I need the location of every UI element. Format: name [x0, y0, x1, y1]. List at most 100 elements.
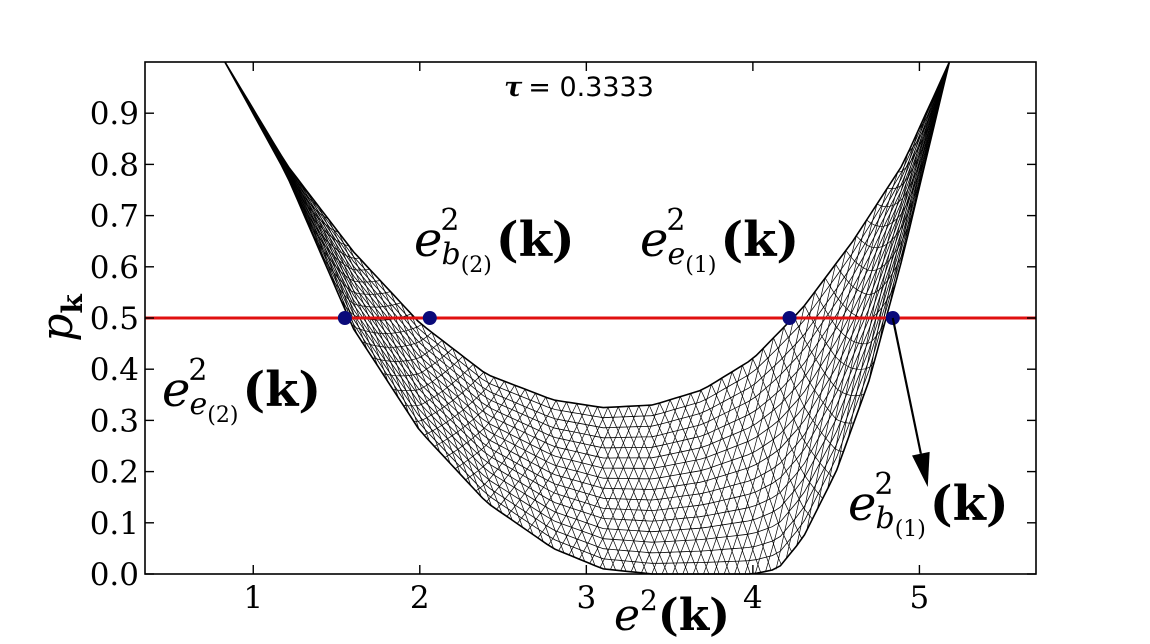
mesh-line: [423, 377, 495, 436]
mesh-line: [659, 402, 730, 575]
mesh-line: [506, 403, 578, 517]
mesh-line: [247, 104, 319, 206]
mesh-line: [806, 204, 878, 530]
mesh-line: [566, 401, 637, 573]
mesh-line: [734, 305, 805, 575]
x-tick-label: 2: [410, 580, 430, 616]
mesh-line: [278, 161, 350, 247]
mesh-line: [361, 332, 433, 348]
annotation-arrow-shaft: [891, 317, 922, 454]
mesh-line: [827, 172, 899, 489]
mesh-line: [535, 393, 606, 570]
mesh-line: [224, 61, 950, 480]
mesh-line: [835, 244, 906, 296]
mesh-line: [328, 218, 399, 398]
mesh-line: [700, 390, 772, 571]
mesh-line: [379, 280, 451, 464]
mesh-line: [775, 250, 847, 570]
mesh-line: [258, 123, 329, 220]
mesh-line: [224, 61, 950, 490]
mesh-line: [845, 201, 917, 272]
mesh-line: [651, 378, 723, 575]
mesh-line: [351, 324, 422, 334]
mesh-line: [628, 406, 699, 575]
mesh-line: [472, 364, 544, 542]
mesh-line: [452, 348, 523, 528]
mesh-line: [858, 107, 930, 410]
mesh-line: [475, 396, 547, 492]
mesh-line: [814, 291, 886, 345]
y-tick-label: 0.4: [90, 352, 139, 388]
mesh-line: [444, 385, 515, 458]
mesh-line: [930, 64, 950, 138]
mesh-line: [524, 389, 596, 566]
mesh-line: [548, 406, 619, 546]
y-tick-label: 0.9: [90, 96, 139, 132]
mesh-line: [599, 399, 671, 568]
mesh-line: [752, 358, 823, 499]
mesh-line: [793, 316, 865, 397]
mesh-line: [359, 258, 430, 442]
mesh-line: [837, 152, 909, 467]
mesh-line: [493, 377, 565, 554]
mesh-line: [742, 365, 813, 520]
mesh-line: [796, 219, 867, 546]
mesh-line: [672, 365, 743, 575]
annotation-arrow-head: [912, 451, 930, 487]
mesh-line: [224, 61, 950, 543]
mesh-line: [765, 264, 836, 572]
mesh-line: [630, 390, 702, 572]
mesh-line: [545, 396, 617, 571]
mesh-line: [224, 61, 950, 429]
mesh-line: [638, 405, 710, 575]
mesh-line: [648, 405, 720, 575]
y-tick-label: 0.0: [90, 557, 139, 593]
mesh-line: [462, 356, 534, 535]
mesh-line: [286, 164, 358, 335]
y-tick-label: 0.2: [90, 455, 139, 491]
mesh-line: [610, 396, 681, 570]
mesh-line: [224, 61, 950, 439]
mesh-line: [527, 406, 598, 532]
mesh-line: [431, 332, 503, 514]
mesh-line: [224, 61, 950, 469]
mesh-line: [669, 399, 741, 575]
mesh-line: [320, 252, 391, 295]
x-tick-label: 1: [243, 580, 263, 616]
mesh-line: [441, 340, 513, 521]
mesh-line: [690, 393, 761, 573]
mesh-line: [224, 61, 950, 533]
mesh-line: [410, 313, 482, 497]
label-e-b1: e2 b(1)(k): [848, 467, 1009, 542]
mesh-line: [889, 68, 947, 305]
mesh-line: [382, 348, 453, 377]
mesh-line: [721, 377, 793, 553]
mesh-line: [773, 337, 844, 452]
mesh-line: [703, 337, 774, 575]
mesh-line: [879, 61, 950, 343]
mesh-line: [578, 405, 650, 560]
x-tick-label: 3: [576, 580, 596, 616]
mesh-line: [682, 358, 754, 575]
mesh-line: [268, 142, 339, 233]
label-e-b2: e2 b(2)(k): [414, 203, 575, 278]
mesh-line: [661, 371, 733, 575]
mesh-line: [558, 406, 629, 551]
mesh-line: [597, 406, 668, 575]
mesh-line: [400, 302, 472, 486]
mesh-line: [607, 407, 679, 575]
mesh-line: [514, 385, 586, 562]
mesh-line: [744, 291, 816, 575]
mesh-line: [224, 61, 950, 501]
annotation-arrow-group: [891, 317, 930, 487]
mesh-line: [692, 348, 764, 575]
mesh-line: [330, 276, 401, 308]
mesh-line: [299, 205, 370, 271]
y-axis-label: pk: [32, 294, 89, 342]
mesh-line: [496, 401, 567, 510]
mesh-line: [856, 158, 927, 249]
mesh-line: [454, 389, 526, 469]
svg-text:pk: pk: [32, 294, 89, 342]
mesh-line: [731, 371, 803, 540]
